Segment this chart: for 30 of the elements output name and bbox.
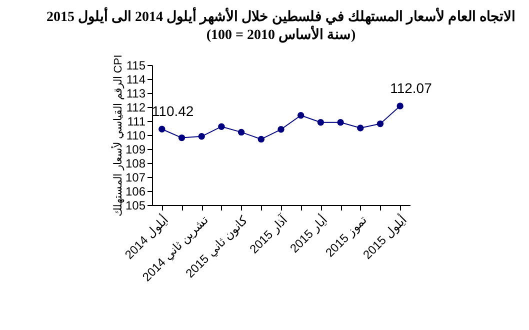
y-tick-label: 112 (126, 100, 146, 114)
point (376, 120, 384, 128)
point (317, 119, 324, 126)
data-label: 110.42 (152, 103, 194, 120)
y-tick-label: 105 (125, 198, 146, 212)
y-tick-label: 107 (125, 170, 146, 184)
y-axis-title: الرقم القياسي لأسعار المستهلك CPI (110, 54, 124, 216)
point (238, 128, 245, 136)
y-tick-label: 113 (126, 86, 146, 100)
chart-title: الاتجاه العام لأسعار المستهلك في فلسطين خلال الأشهر أيلول 2014 الى أيلول 2015 (46, 6, 516, 26)
point (178, 134, 186, 142)
y-tick-label: 111 (127, 114, 146, 128)
data-label: 112.07 (390, 80, 432, 96)
point (278, 126, 284, 133)
point (297, 112, 304, 119)
point (337, 119, 344, 126)
y-tick-label: 106 (125, 184, 146, 198)
y-tick-label: 108 (125, 156, 146, 170)
y-tick-label: 109 (125, 142, 146, 156)
point (396, 102, 404, 110)
point (357, 124, 364, 132)
point (218, 123, 225, 130)
point (258, 136, 265, 143)
point (198, 133, 205, 140)
y-tick-label: 114 (126, 72, 146, 86)
point (158, 126, 166, 132)
chart-subtitle: (سنة الأساس 2010 = 100) (206, 25, 356, 44)
y-tick-label: 110 (126, 128, 146, 142)
y-tick-label: 115 (126, 58, 146, 72)
x-tick-label: آذار 2015 (246, 212, 291, 256)
